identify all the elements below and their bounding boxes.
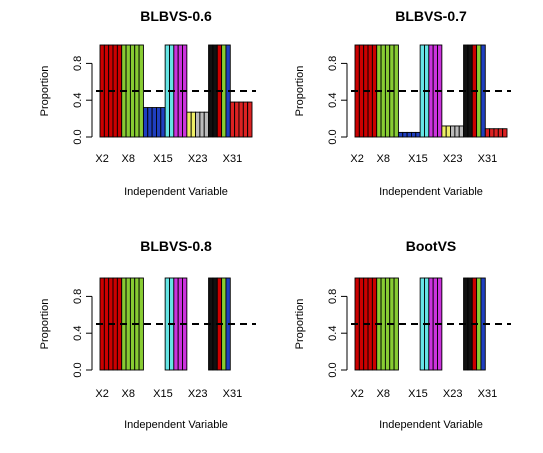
x-axis-label: Independent Variable [379,186,483,198]
bar [411,131,417,138]
y-tick-label: 0.4 [72,93,84,108]
bar [242,101,249,138]
chart-panel-3: BLBVS-0.8 0.0 0.4 0.8 Proportion X2 X8 X15 X23 X3… [39,238,256,431]
bar [393,44,399,138]
bar [402,131,408,138]
bar [229,101,236,138]
y-tick-label: 0.4 [327,93,339,108]
y-axis: 0.0 0.4 0.8 [72,289,93,378]
bar [147,107,153,138]
bar [415,131,421,138]
x-tick-label: X15 [153,388,173,400]
bar [195,111,201,138]
bar [142,107,149,138]
x-tick-label: X8 [121,388,134,400]
bar [199,111,205,138]
y-axis: 0.0 0.4 0.8 [327,289,348,378]
x-tick-label: X15 [153,153,173,165]
y-axis-label: Proportion [39,299,51,350]
y-tick-label: 0.8 [72,289,84,304]
chart-title: BLBVS-0.6 [140,8,212,24]
x-tick-label: X23 [188,388,208,400]
x-tick-label: X31 [478,153,498,165]
bar [406,131,412,138]
x-tick-label: X31 [223,388,243,400]
chart-title: BootVS [406,238,457,254]
x-axis-label: Independent Variable [124,419,228,431]
x-tick-label: X23 [188,153,208,165]
y-tick-label: 0.0 [72,362,84,377]
bar [247,101,253,138]
x-axis-label: Independent Variable [124,186,228,198]
y-axis-label: Proportion [294,299,306,350]
bar [151,107,157,138]
bar [160,107,166,138]
y-tick-label: 0.4 [72,326,84,341]
x-tick-label: X8 [376,388,389,400]
bar [203,111,210,138]
chart-panel-1: BLBVS-0.6 0.0 0.4 0.8 Proportion X2 X8 X15 X23 X3… [39,8,256,198]
bar [238,101,244,138]
bar [489,128,495,138]
y-tick-label: 0.8 [72,56,84,71]
x-tick-label: X23 [443,153,463,165]
x-axis-label: Independent Variable [379,419,483,431]
bar [497,128,504,138]
bar [502,128,508,138]
bar [445,125,451,138]
bar [156,107,162,138]
x-tick-label: X2 [95,153,108,165]
x-tick-label: X2 [350,153,363,165]
x-tick-label: X31 [478,388,498,400]
x-tick-label: X15 [408,388,428,400]
bar [454,125,460,138]
x-tick-label: X31 [223,153,243,165]
y-tick-label: 0.0 [327,129,339,144]
bar [190,111,196,138]
y-tick-label: 0.4 [327,326,339,341]
bar [397,131,404,138]
x-tick-label: X8 [121,153,134,165]
bar [393,277,399,371]
y-tick-label: 0.8 [327,289,339,304]
bar [441,125,447,138]
x-tick-label: X2 [350,388,363,400]
bar [450,125,456,138]
bar [493,128,499,138]
bar [234,101,240,138]
bar [138,44,144,138]
x-tick-label: X23 [443,388,463,400]
y-tick-label: 0.0 [72,129,84,144]
chart-title: BLBVS-0.8 [140,238,212,254]
bar [458,125,465,138]
y-axis: 0.0 0.4 0.8 [327,56,348,145]
bar [484,128,491,138]
chart-panel-4: BootVS 0.0 0.4 0.8 Proportion X2 X8 X15 X23 X31 In… [294,238,511,431]
y-axis-label: Proportion [294,66,306,117]
x-tick-label: X15 [408,153,428,165]
bar [186,111,192,138]
chart-title: BLBVS-0.7 [395,8,467,24]
y-axis: 0.0 0.4 0.8 [72,56,93,145]
y-tick-label: 0.8 [327,56,339,71]
chart-panel-2: BLBVS-0.7 0.0 0.4 0.8 Proportion X2 X8 X15 X23 X3… [294,8,511,198]
y-axis-label: Proportion [39,66,51,117]
y-tick-label: 0.0 [327,362,339,377]
x-tick-label: X8 [376,153,389,165]
bar [138,277,144,371]
x-tick-label: X2 [95,388,108,400]
